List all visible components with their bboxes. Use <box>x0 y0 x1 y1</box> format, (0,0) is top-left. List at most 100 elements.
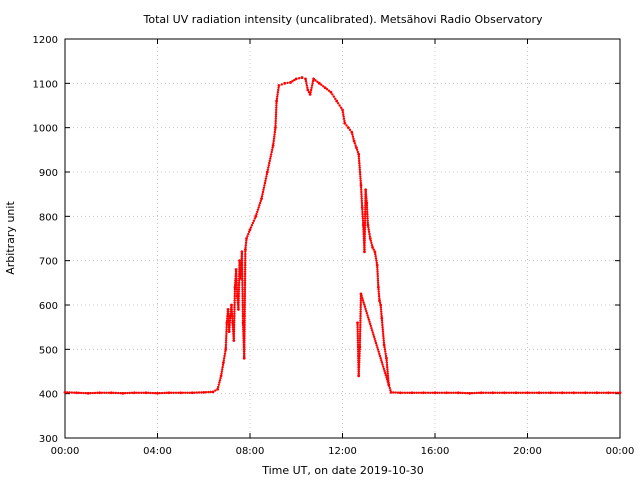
data-point <box>306 86 309 89</box>
data-point <box>486 391 490 394</box>
data-point <box>233 306 236 309</box>
data-point <box>456 391 460 395</box>
data-point <box>583 391 587 395</box>
data-point <box>200 391 203 394</box>
data-point <box>364 307 367 311</box>
data-point <box>537 391 541 395</box>
data-point <box>126 391 129 395</box>
data-point <box>367 226 370 229</box>
data-point <box>227 314 230 318</box>
data-point <box>366 212 369 216</box>
data-point <box>597 391 601 394</box>
data-point <box>137 391 141 394</box>
data-point <box>244 250 247 253</box>
data-point <box>70 391 74 394</box>
data-point <box>356 321 359 325</box>
data-point <box>363 224 367 227</box>
data-point <box>243 270 247 273</box>
data-point <box>376 346 379 349</box>
data-point <box>247 232 250 236</box>
data-point <box>260 195 264 198</box>
data-point <box>221 363 225 367</box>
data-point <box>560 391 564 395</box>
data-point <box>359 308 362 311</box>
x-tick-label: 04:00 <box>143 446 172 457</box>
x-tick-label: 08:00 <box>236 446 265 457</box>
data-point <box>271 146 274 149</box>
data-point <box>382 337 385 340</box>
data-point <box>243 268 247 271</box>
data-point <box>380 310 383 313</box>
data-point <box>243 308 246 311</box>
data-point <box>265 175 268 178</box>
data-point <box>243 323 246 327</box>
data-point <box>449 391 453 394</box>
data-point <box>233 308 236 311</box>
data-point <box>274 126 277 130</box>
data-point <box>363 248 366 251</box>
data-point <box>366 314 369 317</box>
data-point <box>228 323 231 327</box>
data-point <box>89 391 92 395</box>
data-point <box>241 310 245 313</box>
y-tick-label: 1100 <box>33 79 58 90</box>
data-point <box>232 332 236 336</box>
data-point <box>221 368 224 371</box>
data-point <box>274 113 278 116</box>
data-point <box>243 297 247 300</box>
data-point <box>363 232 366 236</box>
data-point <box>359 317 362 320</box>
data-point <box>366 316 370 319</box>
data-point <box>567 391 571 394</box>
data-point <box>482 391 485 394</box>
data-point <box>368 235 372 238</box>
data-point <box>360 201 364 205</box>
plot-frame <box>64 38 621 439</box>
data-point <box>363 246 366 249</box>
x-tick-label: 20:00 <box>513 446 542 457</box>
data-point <box>116 391 120 395</box>
data-point <box>272 139 275 143</box>
y-tick-label: 900 <box>39 168 58 179</box>
data-point <box>565 391 569 394</box>
data-point <box>386 370 389 373</box>
data-point <box>491 391 495 395</box>
data-point <box>358 334 362 338</box>
data-point <box>274 117 278 121</box>
data-point <box>225 334 228 338</box>
data-point <box>360 188 363 191</box>
data-point <box>257 206 260 209</box>
data-point <box>331 93 334 96</box>
data-point <box>243 274 247 278</box>
data-point <box>274 119 277 123</box>
data-point <box>262 188 265 191</box>
data-point <box>260 197 263 201</box>
data-point <box>563 391 566 394</box>
data-point <box>358 166 361 169</box>
data-point <box>243 272 247 276</box>
data-point <box>373 250 377 254</box>
data-point <box>156 391 159 395</box>
data-point <box>549 391 553 395</box>
data-point <box>242 356 246 360</box>
data-point <box>359 186 363 189</box>
data-point <box>243 319 246 322</box>
data-point <box>535 391 538 394</box>
data-point <box>135 391 138 394</box>
data-point <box>235 277 238 280</box>
data-point <box>374 252 377 256</box>
data-point <box>261 190 265 194</box>
data-point <box>371 331 374 334</box>
data-point <box>268 161 271 165</box>
data-point <box>259 199 263 203</box>
data-point <box>252 219 256 222</box>
data-point <box>235 270 238 273</box>
data-point <box>225 330 228 333</box>
data-point <box>233 317 236 320</box>
data-point <box>227 312 230 316</box>
data-point <box>384 354 388 358</box>
data-point <box>484 391 488 394</box>
data-point <box>360 197 363 200</box>
data-point <box>369 239 373 242</box>
y-tick-labels: 300 400 500 600 700 800 900 1000 1100 1200 <box>33 35 58 445</box>
